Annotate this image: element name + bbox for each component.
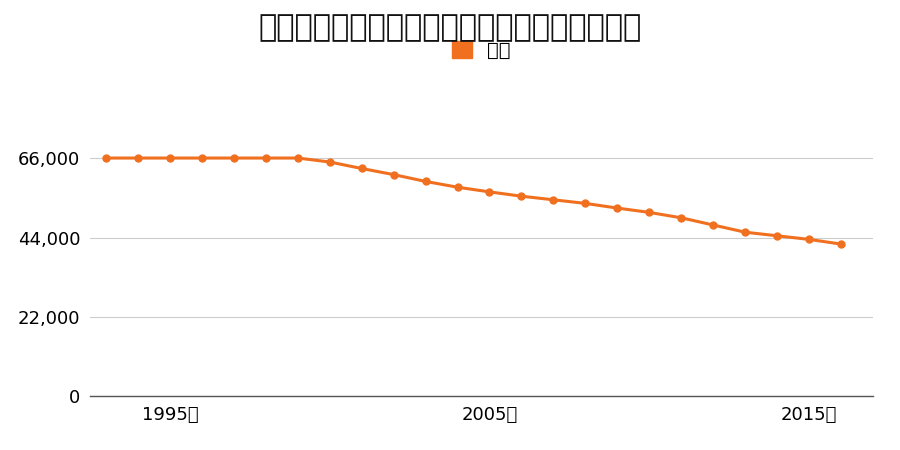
Legend: 価格: 価格 xyxy=(445,33,518,68)
Text: 宮崎県日向市春原町１丁目３１番外の地価推移: 宮崎県日向市春原町１丁目３１番外の地価推移 xyxy=(258,14,642,42)
